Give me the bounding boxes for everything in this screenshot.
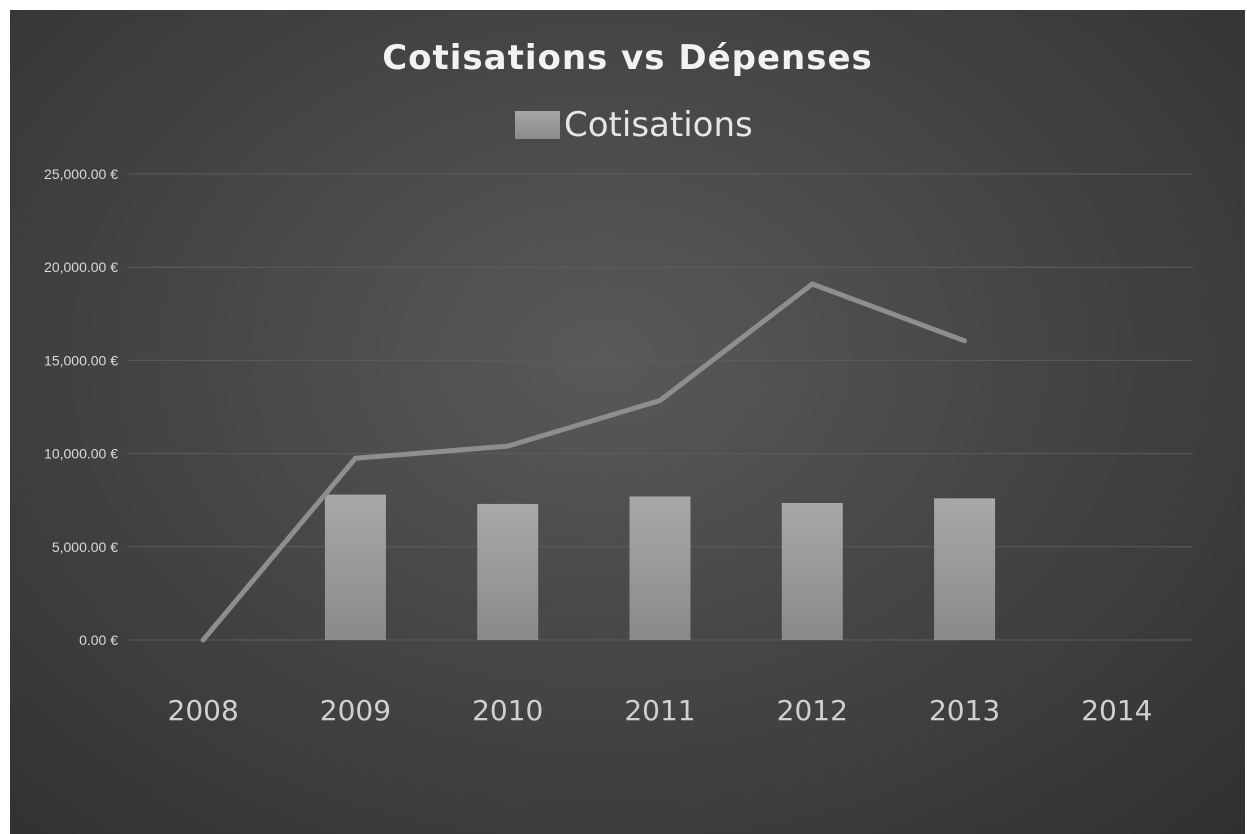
plot-area: 0.00 € 5,000.00 € 10,000.00 € 15,000.00 € 20… [44,166,1193,727]
x-tick-label: 2013 [929,694,1000,727]
bar-cotisations-2013 [934,498,996,640]
bar-cotisations-2012 [781,502,843,640]
chart-area: Cotisations vs Dépenses Cotisations 0.00… [10,10,1245,834]
x-axis-ticks: 2008 2009 2010 2011 2012 2013 2014 [168,694,1153,727]
y-tick-label: 20,000.00 € [44,259,118,275]
x-tick-label: 2014 [1081,694,1152,727]
legend-swatch-cotisations [515,111,560,139]
y-tick-label: 5,000.00 € [52,539,118,555]
chart-title: Cotisations vs Dépenses [382,38,873,78]
bar-series [324,494,996,640]
x-tick-label: 2012 [777,694,848,727]
y-tick-label: 25,000.00 € [44,166,118,182]
y-tick-label: 0.00 € [79,632,118,648]
y-axis-ticks: 0.00 € 5,000.00 € 10,000.00 € 15,000.00 € 20… [44,166,118,648]
x-tick-label: 2009 [320,694,391,727]
line-series-path [200,281,968,643]
y-tick-label: 15,000.00 € [44,352,118,368]
bar-cotisations-2009 [324,494,386,640]
gridlines [127,173,1193,641]
y-tick-label: 10,000.00 € [44,446,118,462]
line-series [200,281,968,643]
legend: Cotisations [515,105,753,145]
x-tick-label: 2010 [472,694,543,727]
bar-cotisations-2010 [477,503,539,640]
x-tick-label: 2008 [168,694,239,727]
bar-cotisations-2011 [629,496,691,640]
x-tick-label: 2011 [624,694,695,727]
legend-label-cotisations: Cotisations [564,105,753,145]
